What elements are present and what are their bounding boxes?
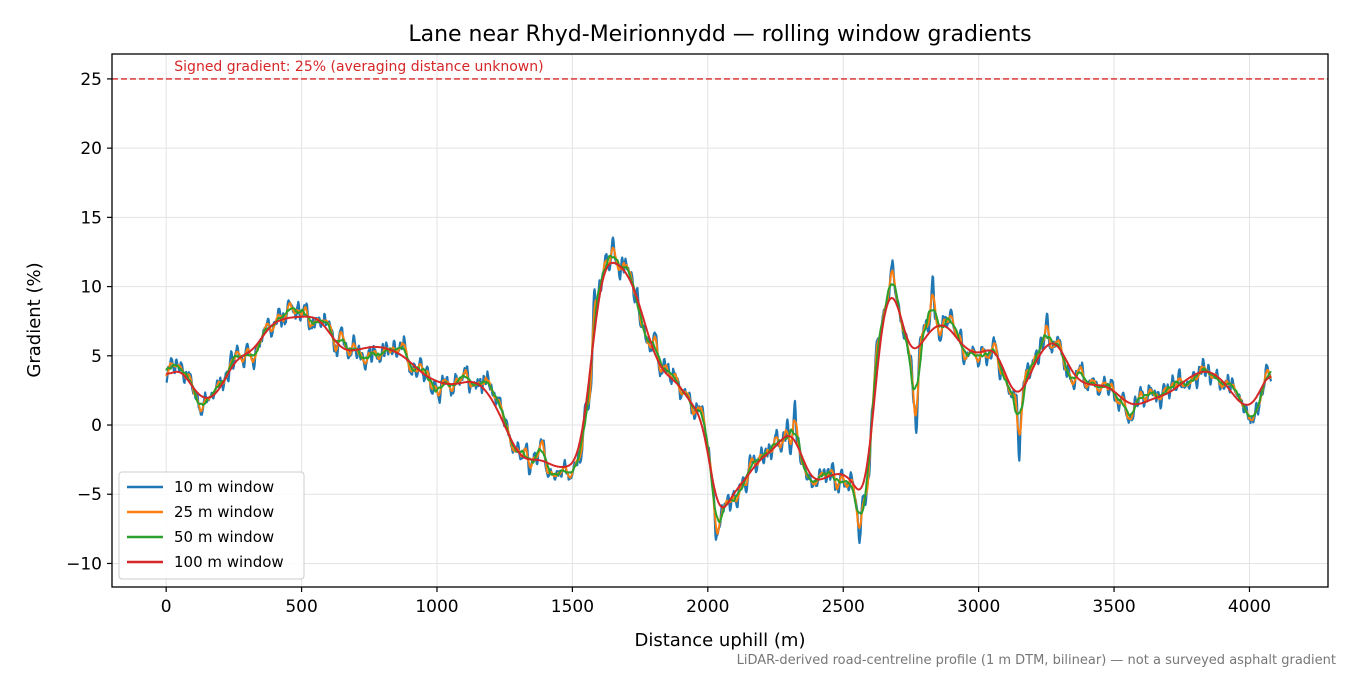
x-tick-label: 1000: [415, 597, 458, 617]
legend-label-50m: 50 m window: [174, 528, 274, 546]
legend-label-10m: 10 m window: [174, 478, 274, 496]
legend: 10 m window 25 m window 50 m window 100 …: [118, 471, 305, 580]
plot-frame: [111, 53, 1329, 588]
y-tick-label: 25: [80, 70, 102, 90]
x-tick-label: 3500: [1092, 597, 1135, 617]
x-tick-label: 2500: [822, 597, 865, 617]
y-tick-label: 0: [91, 416, 102, 436]
y-axis-label: Gradient (%): [24, 262, 45, 377]
reference-line-label: Signed gradient: 25% (averaging distance…: [174, 59, 543, 75]
grid-lines: [112, 54, 1328, 587]
x-axis-ticks: 0 500 1000 1500 2000 2500 3000 3500 4000: [161, 587, 1271, 617]
y-tick-label: 20: [80, 139, 102, 159]
legend-box: [118, 471, 305, 580]
footnote: LiDAR-derived road-centreline profile (1…: [737, 653, 1336, 668]
y-tick-label: 10: [80, 278, 102, 298]
series-lines: [165, 236, 1273, 545]
y-tick-label: 15: [80, 208, 102, 228]
x-tick-label: 4000: [1228, 597, 1271, 617]
x-tick-label: 500: [285, 597, 317, 617]
y-axis-ticks: −10 −5 0 5 10 15 20 25: [66, 70, 112, 574]
x-tick-label: 0: [161, 597, 172, 617]
x-tick-label: 3000: [957, 597, 1000, 617]
series-line-50m: [165, 254, 1272, 524]
reference-line-group: Signed gradient: 25% (averaging distance…: [112, 59, 1328, 80]
x-tick-label: 2000: [686, 597, 729, 617]
series-line-25m: [165, 246, 1272, 535]
y-tick-label: 5: [91, 347, 102, 367]
x-tick-label: 1500: [551, 597, 594, 617]
series-line-100m: [165, 261, 1272, 509]
y-tick-label: −5: [77, 485, 102, 505]
legend-label-100m: 100 m window: [174, 553, 284, 571]
y-tick-label: −10: [66, 554, 102, 574]
x-axis-label: Distance uphill (m): [635, 630, 806, 651]
legend-label-25m: 25 m window: [174, 503, 274, 521]
chart-title: Lane near Rhyd-Meirionnydd — rolling win…: [408, 22, 1031, 47]
